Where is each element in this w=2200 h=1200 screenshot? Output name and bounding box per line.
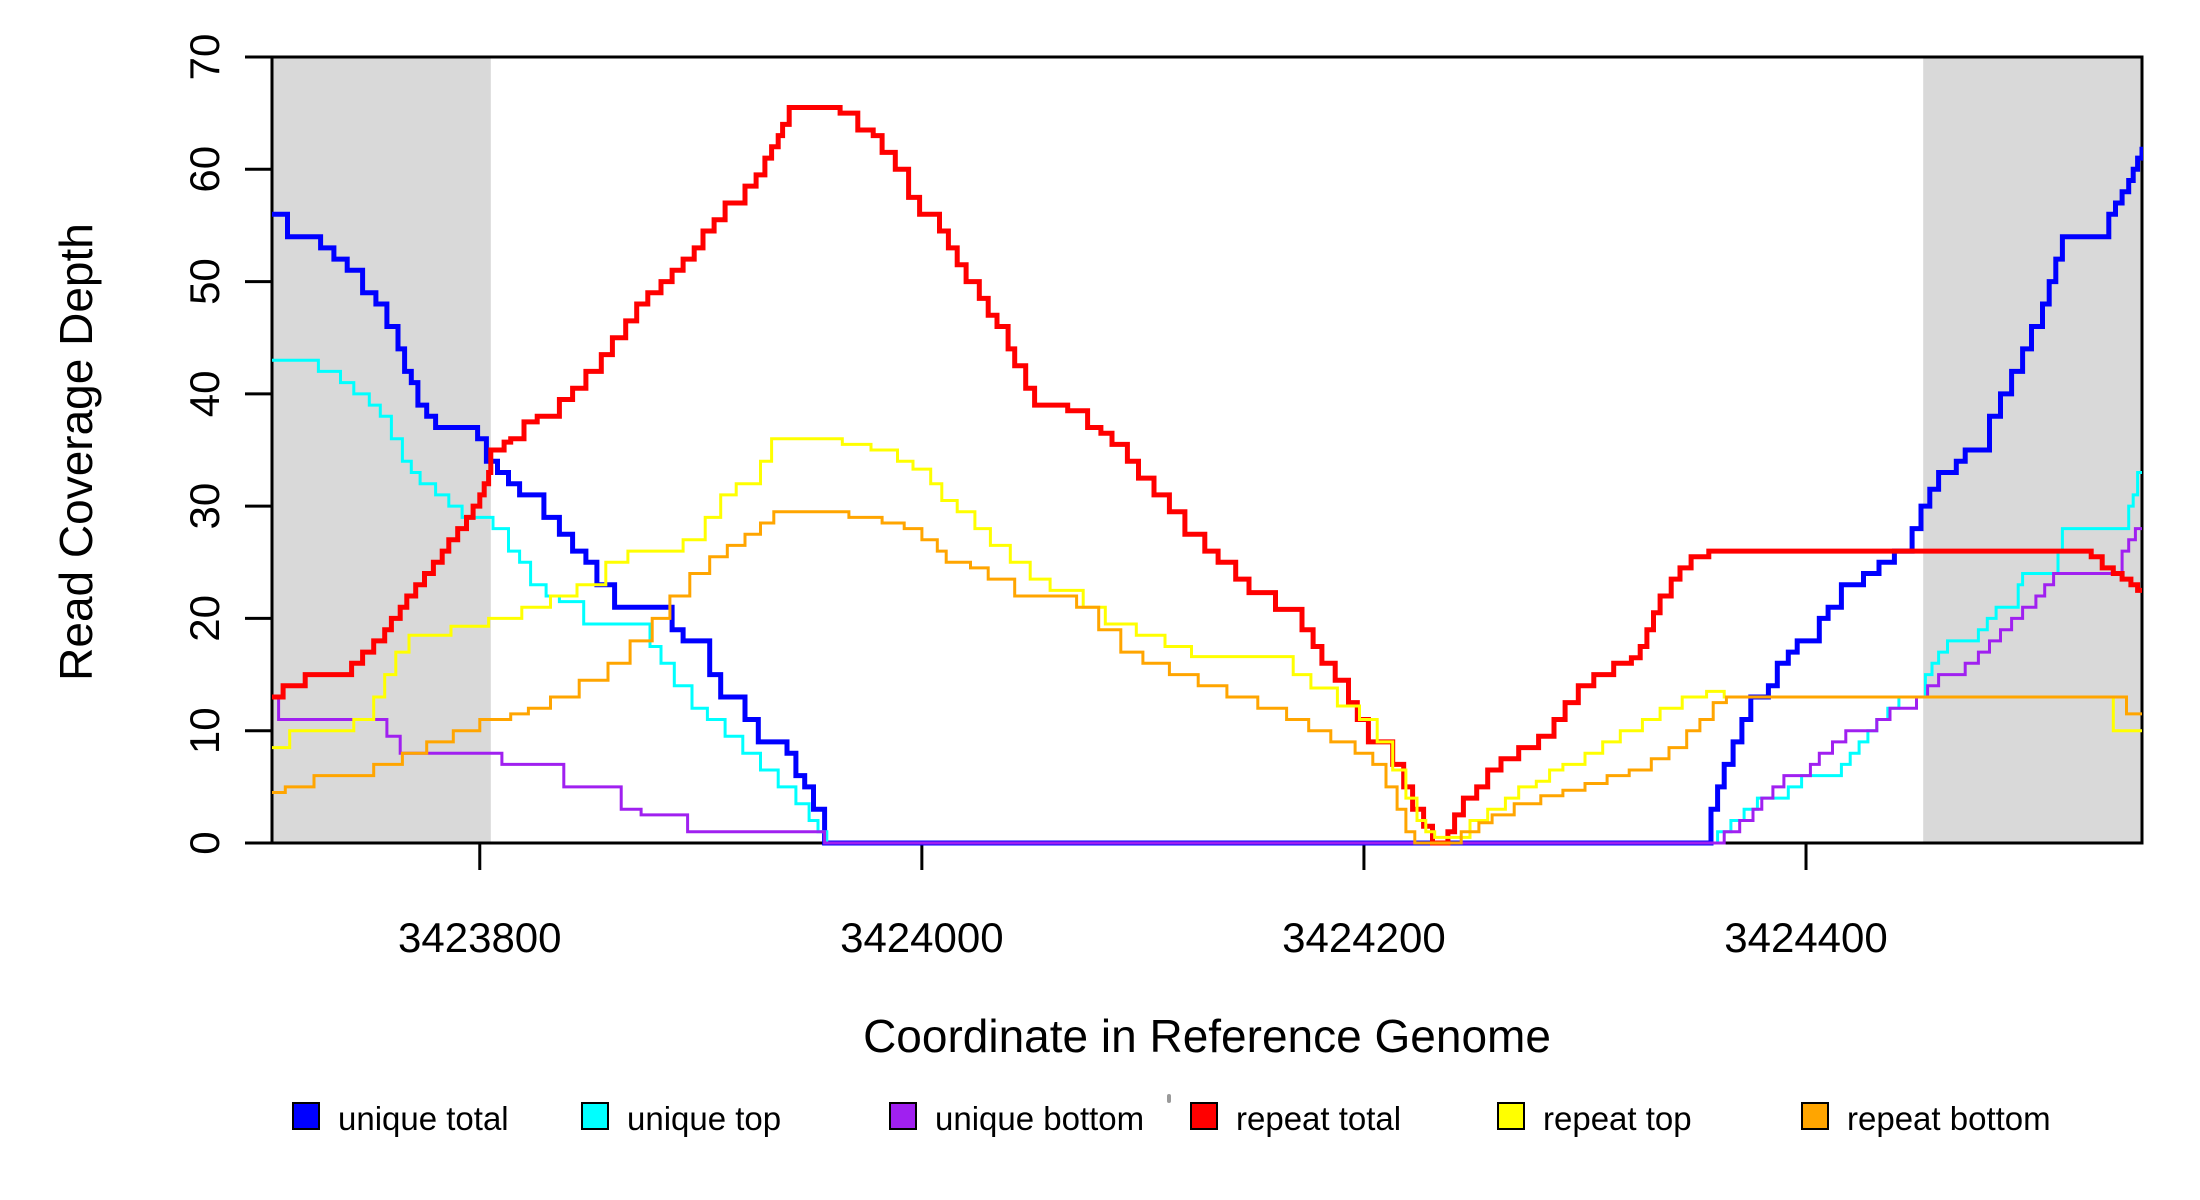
highlight-band bbox=[272, 57, 491, 843]
y-tick-label: 30 bbox=[181, 483, 228, 530]
y-tick-label: 60 bbox=[181, 146, 228, 193]
x-tick-label: 3424200 bbox=[1282, 914, 1446, 961]
series-line-unique-bottom bbox=[272, 527, 2142, 845]
series-line-repeat-total bbox=[272, 105, 2142, 846]
plot-border bbox=[270, 55, 2144, 845]
y-tick-label: 70 bbox=[181, 34, 228, 81]
y-tick-label: 0 bbox=[181, 831, 228, 854]
highlight-bands bbox=[272, 57, 2142, 843]
series-line-repeat-bottom bbox=[272, 510, 2142, 845]
x-tick-label: 3423800 bbox=[398, 914, 562, 961]
y-tick-label: 10 bbox=[181, 707, 228, 754]
series-lines bbox=[272, 105, 2143, 846]
axes: 3423800 3424000 3424200 3424400 0 10 20 30 40 50 6… bbox=[181, 34, 2144, 961]
highlight-band bbox=[1923, 57, 2142, 843]
x-tick-label: 3424000 bbox=[840, 914, 1004, 961]
y-tick-label: 20 bbox=[181, 595, 228, 642]
series-line-repeat-top bbox=[272, 437, 2142, 839]
series-line-unique-top bbox=[272, 358, 2142, 845]
y-axis-title: Read Coverage Depth bbox=[50, 223, 102, 681]
y-tick-label: 40 bbox=[181, 370, 228, 417]
series-line-unique-total bbox=[272, 146, 2143, 846]
y-tick-label: 50 bbox=[181, 258, 228, 305]
x-tick-label: 3424400 bbox=[1724, 914, 1888, 961]
x-axis-title: Coordinate in Reference Genome bbox=[863, 1010, 1551, 1062]
